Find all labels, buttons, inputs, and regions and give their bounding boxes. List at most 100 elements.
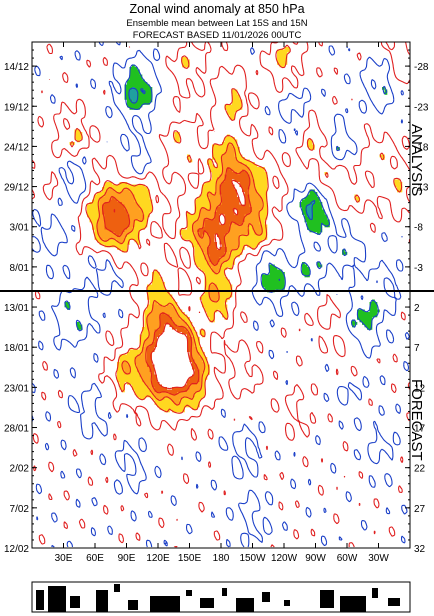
shade-cell <box>282 57 285 60</box>
shade-cell <box>202 299 205 303</box>
shade-cell <box>304 202 308 205</box>
shade-cell <box>257 204 260 208</box>
shade-cell <box>207 209 210 213</box>
shade-cell <box>247 202 250 205</box>
shade-cell <box>167 382 170 385</box>
shade-cell <box>167 407 170 410</box>
shade-cell <box>147 379 150 383</box>
shade-cell <box>124 239 128 243</box>
shade-cell <box>147 374 150 378</box>
shade-cell <box>209 162 213 165</box>
shade-cell <box>107 242 110 245</box>
shade-cell <box>114 244 118 248</box>
shade-cell <box>212 164 215 168</box>
shade-cell <box>222 259 225 263</box>
shade-cell <box>149 332 153 335</box>
shade-cell <box>277 57 280 60</box>
shade-cell <box>164 302 168 305</box>
shade-cell <box>184 229 188 233</box>
shade-cell <box>179 382 183 385</box>
shade-cell <box>129 227 133 230</box>
shade-cell <box>162 309 165 313</box>
shade-cell <box>172 332 175 335</box>
shade-cell <box>229 192 233 195</box>
shade-cell <box>182 402 185 405</box>
shade-cell <box>147 367 150 370</box>
shade-cell <box>117 189 120 193</box>
shade-cell <box>117 209 120 213</box>
shade-cell <box>249 224 253 228</box>
shade-cell <box>134 77 138 80</box>
shade-cell <box>212 317 215 320</box>
shade-cell <box>164 344 168 348</box>
shade-cell <box>167 329 170 333</box>
shade-cell <box>239 172 243 175</box>
shade-cell <box>152 274 155 278</box>
shade-cell <box>309 224 313 228</box>
shade-cell <box>217 267 220 270</box>
shade-cell <box>177 344 180 348</box>
shade-cell <box>304 217 308 220</box>
shade-cell <box>242 224 245 228</box>
shade-cell <box>192 397 195 400</box>
shade-cell <box>242 244 245 248</box>
shade-cell <box>224 157 228 160</box>
shade-cell <box>134 69 138 73</box>
shade-cell <box>127 202 130 205</box>
shade-cell <box>119 184 123 188</box>
shade-cell <box>272 272 275 275</box>
shade-cell <box>197 257 200 260</box>
shade-cell <box>147 89 150 93</box>
shade-cell <box>174 312 178 315</box>
shade-cell <box>212 192 215 195</box>
shade-cell <box>142 377 145 380</box>
shade-cell <box>134 217 138 220</box>
shade-cell <box>174 364 178 368</box>
shade-cell <box>164 397 168 400</box>
shade-cell <box>207 237 210 240</box>
shade-cell <box>137 384 140 388</box>
shade-cell <box>119 187 123 190</box>
shade-cell <box>237 154 240 158</box>
shade-cell <box>172 379 175 383</box>
shade-cell <box>159 324 163 328</box>
shade-cell <box>207 239 210 243</box>
shade-cell <box>152 374 155 378</box>
shade-cell <box>217 262 220 265</box>
shade-cell <box>127 194 130 198</box>
shade-cell <box>99 207 103 210</box>
shade-cell <box>224 277 228 280</box>
shade-cell <box>194 339 198 343</box>
shade-cell <box>212 247 215 250</box>
shade-cell <box>137 359 140 363</box>
shade-cell <box>122 384 125 388</box>
shade-cell <box>179 389 183 393</box>
shade-cell <box>139 197 143 200</box>
shade-cell <box>262 169 265 173</box>
shade-cell <box>179 372 183 375</box>
shade-cell <box>104 209 108 213</box>
shade-cell <box>174 332 178 335</box>
shade-cell <box>214 229 218 233</box>
shade-cell <box>279 54 283 58</box>
shade-cell <box>262 189 265 193</box>
shade-cell <box>182 314 185 318</box>
shade-cell <box>364 312 368 315</box>
shade-cell <box>127 364 130 368</box>
shade-cell <box>219 277 223 280</box>
shade-cell <box>209 312 213 315</box>
shade-cell <box>122 222 125 225</box>
shade-cell <box>119 362 123 365</box>
shade-cell <box>119 244 123 248</box>
shade-cell <box>97 197 100 200</box>
shade-cell <box>232 214 235 218</box>
shade-cell <box>194 249 198 253</box>
shade-cell <box>199 237 203 240</box>
shade-cell <box>242 232 245 235</box>
shade-cell <box>192 362 195 365</box>
shade-cell <box>144 217 148 220</box>
shade-cell <box>209 187 213 190</box>
shade-cell <box>269 269 273 273</box>
shade-cell <box>279 59 283 63</box>
shade-cell <box>232 219 235 223</box>
